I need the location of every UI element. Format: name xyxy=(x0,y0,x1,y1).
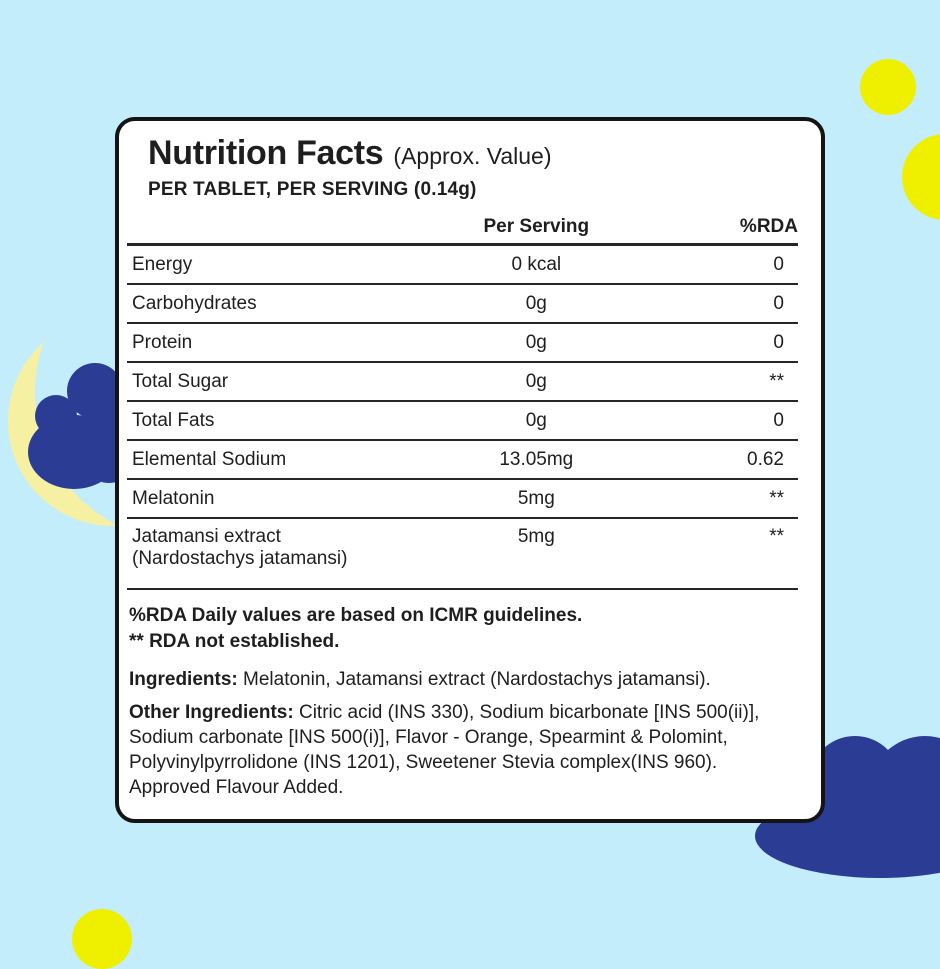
other-ingredients-paragraph: Other Ingredients: Citric acid (INS 330)… xyxy=(129,700,798,800)
table-row: Elemental Sodium 13.05mg 0.62 xyxy=(127,441,798,480)
nutrient-name: Total Sugar xyxy=(132,370,229,392)
yellow-dot-icon xyxy=(860,59,916,115)
per-serving-value: 0g xyxy=(525,331,547,353)
footnotes: %RDA Daily values are based on ICMR guid… xyxy=(129,603,798,655)
nutrient-name: Energy xyxy=(132,253,193,275)
rda-value: 0 xyxy=(773,409,784,431)
column-header-per-serving: Per Serving xyxy=(483,215,590,237)
table-row: Jatamansi extract (Nardostachys jatamans… xyxy=(127,519,798,590)
nutrient-name: Elemental Sodium xyxy=(132,448,287,470)
rda-value: 0.62 xyxy=(747,448,784,470)
rda-value: 0 xyxy=(773,292,784,314)
page-title: Nutrition Facts xyxy=(148,134,384,172)
yellow-dot-icon xyxy=(902,134,940,220)
rda-value: ** xyxy=(769,487,784,509)
other-ingredients-label: Other Ingredients: xyxy=(129,702,294,723)
title-row: Nutrition Facts (Approx. Value) xyxy=(148,134,798,173)
ingredients-paragraph: Ingredients: Melatonin, Jatamansi extrac… xyxy=(129,667,798,692)
table-row: Total Fats 0g 0 xyxy=(127,402,798,441)
rda-not-established-note: ** RDA not established. xyxy=(129,631,340,652)
table-row: Protein 0g 0 xyxy=(127,324,798,363)
ingredients-label: Ingredients: xyxy=(129,669,238,690)
serving-subtitle: PER TABLET, PER SERVING (0.14g) xyxy=(148,179,477,200)
nutrient-subname: (Nardostachys jatamansi) xyxy=(132,548,348,569)
nutrient-name: Carbohydrates xyxy=(132,292,257,314)
table-body: Energy 0 kcal 0 Carbohydrates 0g 0 Prote… xyxy=(127,246,798,590)
table-row: Carbohydrates 0g 0 xyxy=(127,285,798,324)
rda-value: 0 xyxy=(773,253,784,275)
nutrient-name: Protein xyxy=(132,331,193,353)
per-serving-value: 0g xyxy=(525,370,547,392)
table-row: Energy 0 kcal 0 xyxy=(127,246,798,285)
per-serving-value: 13.05mg xyxy=(499,448,574,470)
nutrition-facts-card: Nutrition Facts (Approx. Value) PER TABL… xyxy=(115,117,825,823)
nutrient-name: Melatonin xyxy=(132,487,215,509)
page-background: { "colors": { "background": "#c4edfb", "… xyxy=(0,59,940,969)
rda-note: %RDA Daily values are based on ICMR guid… xyxy=(129,605,583,626)
yellow-dot-icon xyxy=(72,909,132,969)
per-serving-value: 5mg xyxy=(517,526,555,547)
per-serving-value: 5mg xyxy=(517,487,555,509)
column-header-rda: %RDA xyxy=(739,215,798,237)
nutrient-name: Total Fats xyxy=(132,409,215,431)
ingredients-text: Melatonin, Jatamansi extract (Nardostach… xyxy=(243,669,711,690)
table-row: Melatonin 5mg ** xyxy=(127,480,798,519)
other-ingredients-text: Citric acid (INS 330), Sodium bicarbonat… xyxy=(129,702,760,798)
table-header-row: Per Serving %RDA xyxy=(127,210,798,246)
per-serving-value: 0g xyxy=(525,292,547,314)
rda-value: ** xyxy=(769,370,784,392)
table-row: Total Sugar 0g ** xyxy=(127,363,798,402)
title-suffix: (Approx. Value) xyxy=(393,143,552,169)
per-serving-value: 0g xyxy=(525,409,547,431)
nutrition-table: Per Serving %RDA Energy 0 kcal 0 Carbohy… xyxy=(127,210,798,590)
rda-value: ** xyxy=(769,526,784,547)
nutrient-name: Jatamansi extract xyxy=(132,526,281,547)
rda-value: 0 xyxy=(773,331,784,353)
per-serving-value: 0 kcal xyxy=(511,253,562,275)
